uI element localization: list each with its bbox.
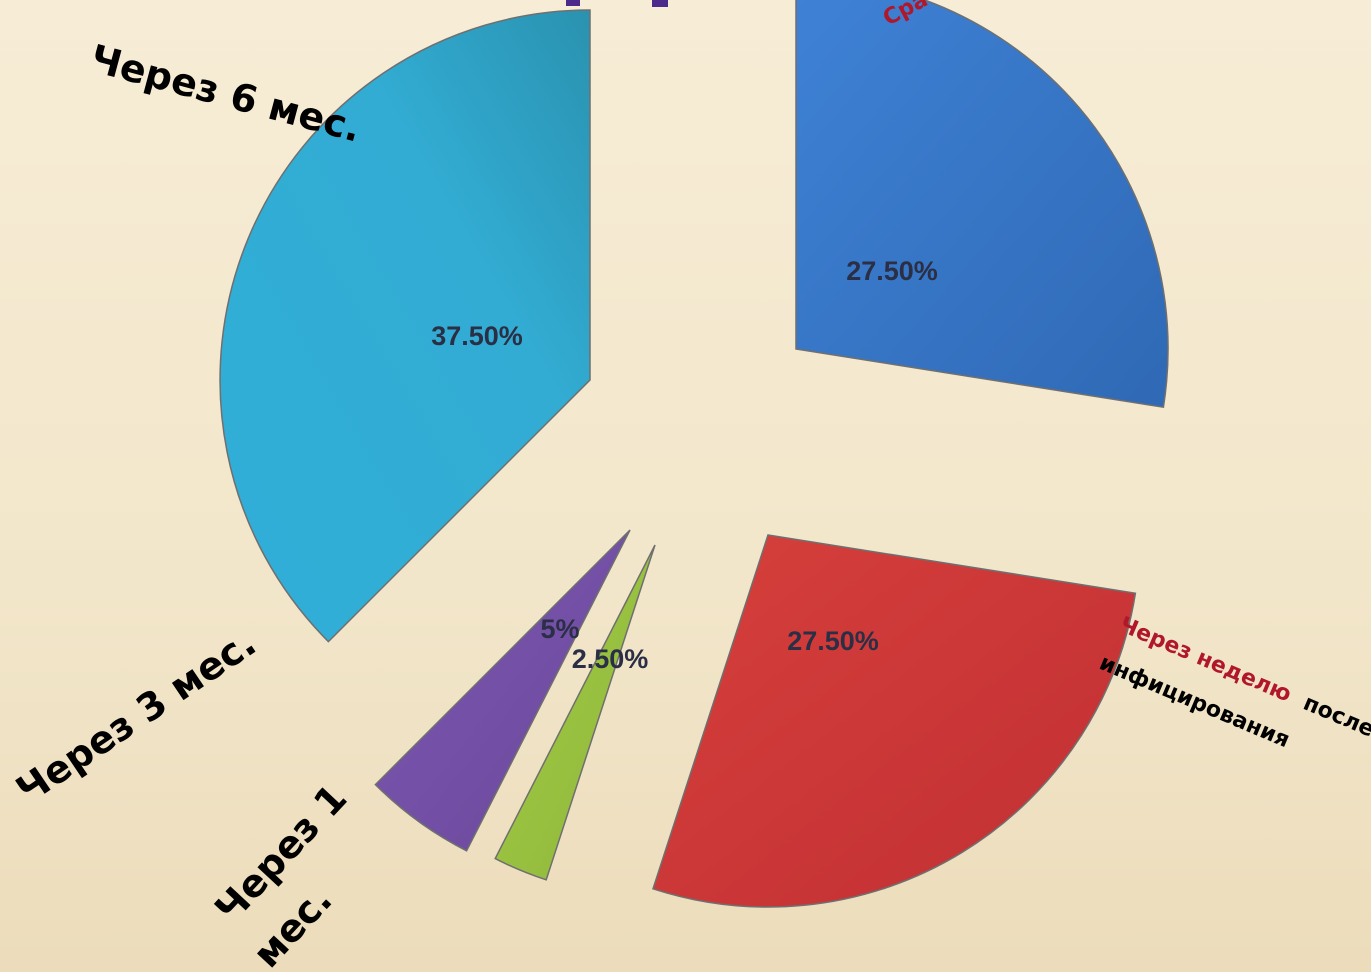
slice-immediately xyxy=(795,0,1169,409)
label-month6: Через 6 мес. xyxy=(86,36,366,151)
pct-label-immediately: 27.50% xyxy=(846,256,938,286)
pct-label-month1: 2.50% xyxy=(572,644,649,674)
pct-label-month6: 37.50% xyxy=(431,321,523,351)
label-month3: Через 3 мес. xyxy=(8,620,263,812)
slice-month1 xyxy=(494,544,656,881)
title-fragment xyxy=(566,0,580,6)
slice-week xyxy=(652,534,1137,908)
pct-label-week: 27.50% xyxy=(787,626,879,656)
slice-month6 xyxy=(219,9,591,643)
title-fragment xyxy=(652,0,668,7)
label-week-rest: после xyxy=(1300,691,1371,743)
slice-month3 xyxy=(374,529,631,852)
pct-label-month3: 5% xyxy=(540,614,579,644)
